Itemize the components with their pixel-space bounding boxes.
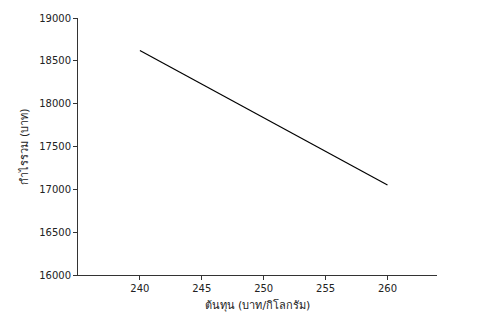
svg-text:260: 260 (378, 283, 397, 294)
svg-text:16500: 16500 (39, 227, 71, 238)
svg-text:255: 255 (316, 283, 335, 294)
svg-text:19000: 19000 (39, 13, 71, 24)
svg-text:16000: 16000 (39, 270, 71, 281)
svg-text:17500: 17500 (39, 141, 71, 152)
svg-text:17000: 17000 (39, 184, 71, 195)
svg-text:240: 240 (130, 283, 149, 294)
svg-text:กำไรรวม (บาท): กำไรรวม (บาท) (18, 108, 31, 184)
svg-text:18500: 18500 (39, 55, 71, 66)
svg-text:ต้นทุน (บาท/กิโลกรัม): ต้นทุน (บาท/กิโลกรัม) (205, 298, 311, 312)
svg-text:18000: 18000 (39, 98, 71, 109)
svg-text:245: 245 (192, 283, 211, 294)
svg-text:250: 250 (254, 283, 273, 294)
